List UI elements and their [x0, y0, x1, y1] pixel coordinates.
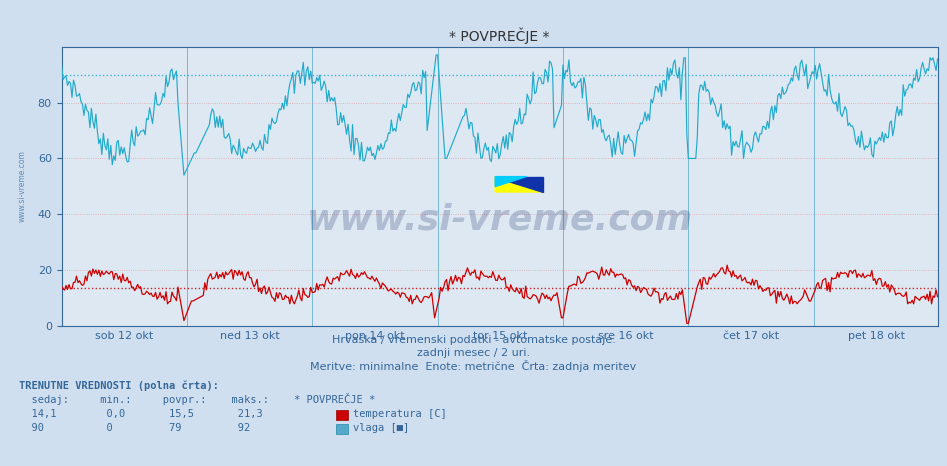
- Text: 14,1        0,0       15,5       21,3: 14,1 0,0 15,5 21,3: [19, 409, 262, 419]
- Title: * POVPREČJE *: * POVPREČJE *: [449, 27, 550, 44]
- Text: vlaga [■]: vlaga [■]: [353, 423, 409, 433]
- Text: www.si-vreme.com: www.si-vreme.com: [18, 151, 27, 222]
- Text: temperatura [C]: temperatura [C]: [353, 409, 447, 419]
- Text: www.si-vreme.com: www.si-vreme.com: [307, 203, 692, 237]
- Text: Hrvaška / vremenski podatki - avtomatske postaje.: Hrvaška / vremenski podatki - avtomatske…: [331, 334, 616, 344]
- Polygon shape: [495, 177, 544, 192]
- Text: zadnji mesec / 2 uri.: zadnji mesec / 2 uri.: [417, 349, 530, 358]
- Text: TRENUTNE VREDNOSTI (polna črta):: TRENUTNE VREDNOSTI (polna črta):: [19, 381, 219, 391]
- Text: 90          0         79         92: 90 0 79 92: [19, 423, 250, 433]
- Polygon shape: [495, 177, 544, 192]
- Polygon shape: [495, 177, 527, 186]
- Text: Meritve: minimalne  Enote: metrične  Črta: zadnja meritev: Meritve: minimalne Enote: metrične Črta:…: [311, 361, 636, 372]
- Text: sedaj:     min.:     povpr.:    maks.:    * POVPREČJE *: sedaj: min.: povpr.: maks.: * POVPREČJE …: [19, 393, 375, 405]
